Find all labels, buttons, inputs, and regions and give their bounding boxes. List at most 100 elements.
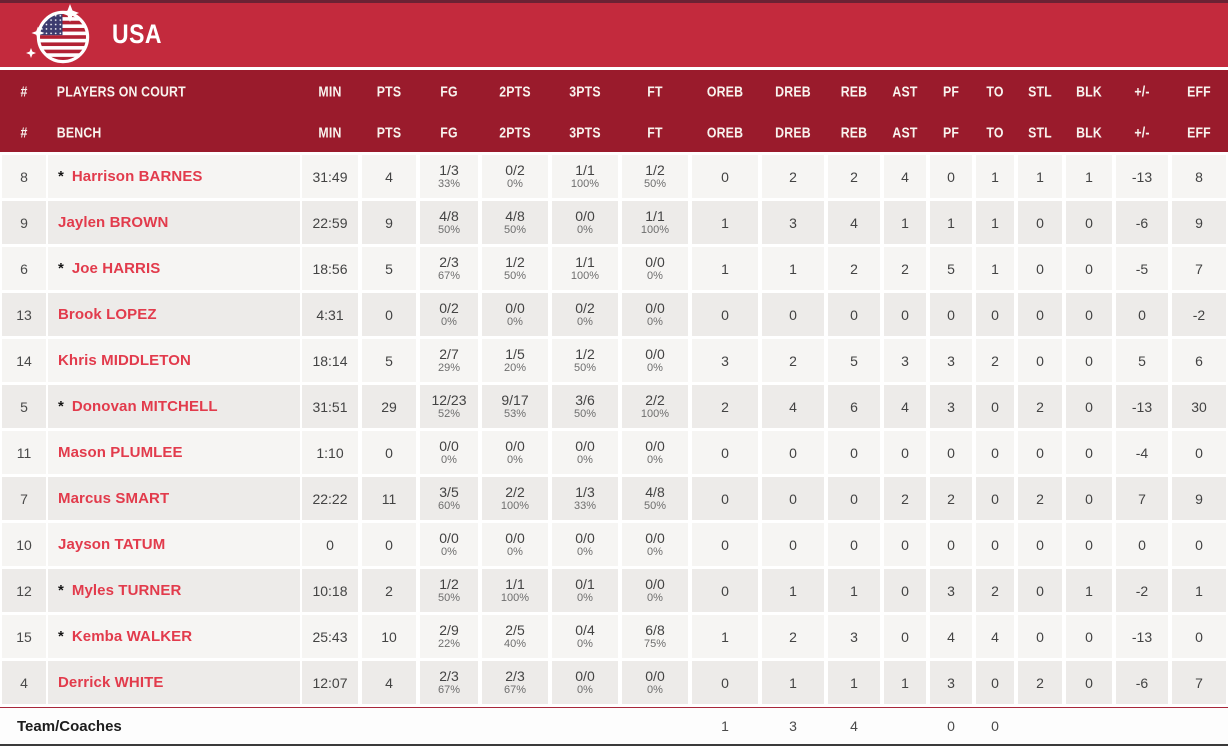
stat-min: 10:18 [300, 569, 360, 612]
stat-ft: 0/0 0% [620, 523, 690, 566]
stat-stl: 2 [1016, 661, 1064, 704]
stat-ft: 0/0 0% [620, 431, 690, 474]
stat-ast: 0 [882, 569, 928, 612]
stat-p2-percentage: 40% [503, 638, 527, 651]
stat-blk: 0 [1064, 385, 1114, 428]
player-name[interactable]: Marcus SMART [58, 490, 170, 507]
stat-min: 22:59 [300, 201, 360, 244]
player-number: 5 [0, 385, 48, 428]
player-number: 4 [0, 661, 48, 704]
stat-ast: 0 [882, 615, 928, 658]
stat-oreb: 0 [690, 293, 760, 336]
stat-eff: 7 [1170, 247, 1228, 290]
stat-blk: 1 [1064, 569, 1114, 612]
stat-to: 0 [974, 385, 1016, 428]
stat-to: 0 [974, 293, 1016, 336]
stat-fg-percentage: 50% [437, 224, 461, 237]
stat-stl: 0 [1016, 339, 1064, 382]
stat-p2-made-attempted: 0/0 [505, 437, 525, 454]
stat-dreb: 1 [760, 247, 826, 290]
stat-p2: 9/17 53% [480, 385, 550, 428]
player-name-cell: * Joe HARRIS [48, 247, 300, 290]
column-header-to: TO [986, 123, 1004, 140]
stat-to: 4 [974, 615, 1016, 658]
stat-reb: 0 [826, 293, 882, 336]
stat-pm: 7 [1114, 477, 1170, 520]
stat-p3-percentage: 100% [570, 178, 600, 191]
stat-fg-percentage: 29% [437, 362, 461, 375]
player-name[interactable]: Joe HARRIS [71, 260, 161, 277]
stat-ast: 1 [882, 201, 928, 244]
stat-pf: 3 [928, 661, 974, 704]
stat-p2-percentage: 20% [503, 362, 527, 375]
player-name[interactable]: Jayson TATUM [58, 536, 166, 553]
stat-fg: 0/0 0% [418, 523, 480, 566]
stat-eff: 8 [1170, 155, 1228, 198]
player-row: 12 * Myles TURNER 10:18 2 1/2 50% 1/1 100% 0/1 0% 0… [0, 569, 1228, 615]
player-name[interactable]: Mason PLUMLEE [58, 444, 183, 461]
stat-reb: 0 [826, 523, 882, 566]
player-name[interactable]: Kemba WALKER [71, 628, 193, 645]
stat-oreb: 3 [690, 339, 760, 382]
stat-pm: 0 [1114, 293, 1170, 336]
stat-min: 31:51 [300, 385, 360, 428]
stat-p3-made-attempted: 0/0 [575, 437, 595, 454]
stat-fg: 2/7 29% [418, 339, 480, 382]
stat-dreb: 2 [760, 155, 826, 198]
stat-ft-made-attempted: 0/0 [645, 437, 665, 454]
stat-ast: 0 [882, 431, 928, 474]
column-header-min: MIN [318, 82, 342, 99]
stat-dreb: 0 [760, 477, 826, 520]
stat-eff: 1 [1170, 569, 1228, 612]
usa-flag-logo [36, 10, 90, 64]
player-number: 14 [0, 339, 48, 382]
stat-p3-made-attempted: 1/3 [575, 483, 595, 500]
stat-stl: 0 [1016, 293, 1064, 336]
player-row: 11 Mason PLUMLEE 1:10 0 0/0 0% 0/0 0% 0/0 0% 0/0 0%… [0, 431, 1228, 477]
section-label-bench: BENCH [56, 123, 102, 140]
stat-to: 1 [974, 155, 1016, 198]
stat-to: 0 [974, 661, 1016, 704]
column-header-p2: 2PTS [499, 123, 531, 140]
stat-fg-made-attempted: 1/2 [439, 575, 459, 592]
stat-oreb: 0 [690, 155, 760, 198]
column-header-oreb: OREB [706, 123, 744, 140]
stat-ft: 0/0 0% [620, 569, 690, 612]
stat-stl: 0 [1016, 431, 1064, 474]
player-name[interactable]: Harrison BARNES [71, 168, 203, 185]
stat-p3: 1/1 100% [550, 155, 620, 198]
player-name[interactable]: Myles TURNER [71, 582, 182, 599]
stat-ft-made-attempted: 0/0 [645, 575, 665, 592]
stat-p2-percentage: 0% [507, 178, 523, 191]
stat-pts: 11 [360, 477, 418, 520]
stat-min: 1:10 [300, 431, 360, 474]
stat-p2-made-attempted: 0/0 [505, 529, 525, 546]
player-name[interactable]: Jaylen BROWN [58, 214, 169, 231]
stat-ft: 1/2 50% [620, 155, 690, 198]
stat-ft-made-attempted: 0/0 [645, 253, 665, 270]
stat-p3: 0/1 0% [550, 569, 620, 612]
stat-blk: 0 [1064, 523, 1114, 566]
stat-ast: 0 [882, 523, 928, 566]
player-number: 12 [0, 569, 48, 612]
stat-pf: 1 [928, 201, 974, 244]
player-name-cell: Jaylen BROWN [48, 201, 300, 244]
stat-p3-made-attempted: 1/1 [575, 161, 595, 178]
player-name[interactable]: Brook LOPEZ [58, 306, 157, 323]
stat-fg-made-attempted: 1/3 [439, 161, 459, 178]
players-table-body: 8 * Harrison BARNES 31:49 4 1/3 33% 0/2 0% 1/1 100… [0, 155, 1228, 707]
stat-fg-percentage: 67% [437, 270, 461, 283]
player-name-cell: * Myles TURNER [48, 569, 300, 612]
player-row: 6 * Joe HARRIS 18:56 5 2/3 67% 1/2 50% 1/1 100% 0/0… [0, 247, 1228, 293]
stat-ft: 0/0 0% [620, 293, 690, 336]
team-coaches-row: Team/Coaches 1 3 4 0 0 [0, 707, 1228, 746]
stat-p3: 0/0 0% [550, 523, 620, 566]
player-name[interactable]: Khris MIDDLETON [58, 352, 191, 369]
player-name[interactable]: Donovan MITCHELL [71, 398, 218, 415]
player-name[interactable]: Derrick WHITE [58, 674, 164, 691]
stat-p2-made-attempted: 9/17 [501, 391, 529, 408]
stat-fg-percentage: 50% [437, 592, 461, 605]
stat-stl: 0 [1016, 615, 1064, 658]
stat-p2-made-attempted: 1/5 [505, 345, 525, 362]
